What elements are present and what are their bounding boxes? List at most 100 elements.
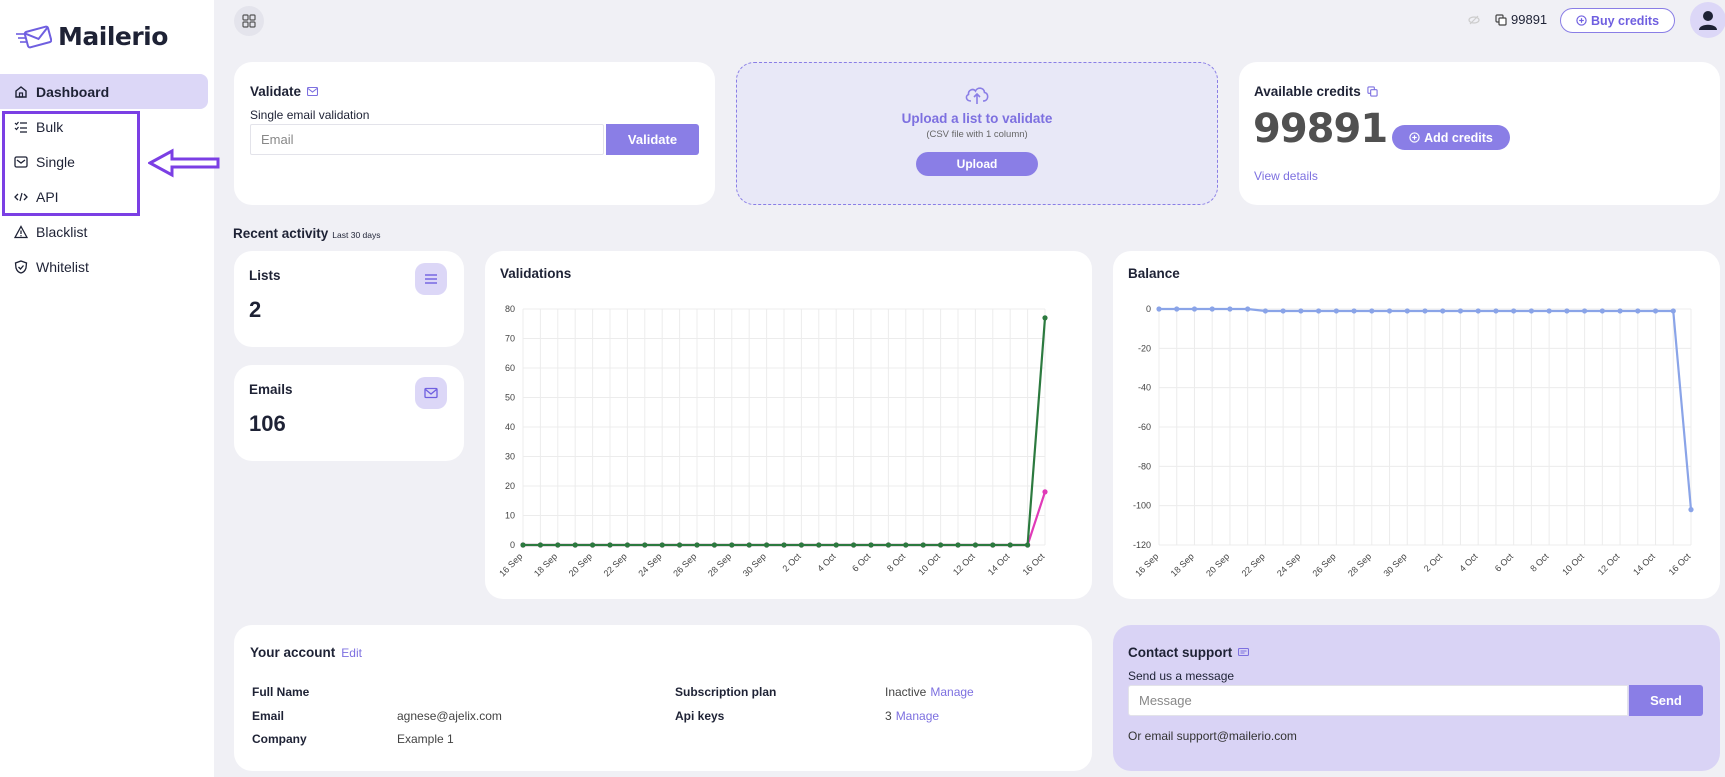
home-icon bbox=[14, 85, 28, 99]
account-title: Your account Edit bbox=[250, 645, 362, 660]
data-point bbox=[537, 542, 543, 548]
data-point bbox=[520, 542, 526, 548]
data-point bbox=[1475, 308, 1481, 314]
data-point bbox=[555, 542, 561, 548]
emails-icon-badge bbox=[415, 377, 447, 409]
data-point bbox=[1227, 306, 1233, 312]
emails-value: 106 bbox=[249, 411, 286, 436]
envelope-icon bbox=[424, 387, 438, 399]
balance-chart-title: Balance bbox=[1128, 266, 1180, 281]
chat-icon bbox=[1238, 647, 1250, 656]
validate-subtitle: Single email validation bbox=[250, 108, 370, 122]
data-point bbox=[1245, 306, 1251, 312]
data-point bbox=[590, 542, 596, 548]
data-point bbox=[1635, 308, 1641, 314]
x-tick-label: 14 Oct bbox=[1631, 551, 1657, 577]
plan-manage-link[interactable]: Manage bbox=[930, 685, 974, 699]
logo[interactable]: Mailerio bbox=[14, 22, 168, 51]
buy-credits-button[interactable]: Buy credits bbox=[1560, 8, 1675, 33]
emails-label: Emails bbox=[249, 382, 293, 397]
x-tick-label: 2 Oct bbox=[1422, 551, 1445, 574]
x-tick-label: 30 Sep bbox=[741, 551, 768, 578]
y-tick-label: -100 bbox=[1133, 501, 1151, 511]
add-credits-button[interactable]: Add credits bbox=[1392, 125, 1510, 150]
x-tick-label: 30 Sep bbox=[1381, 551, 1408, 578]
data-point bbox=[816, 542, 822, 548]
upload-button[interactable]: Upload bbox=[916, 152, 1038, 176]
warning-icon bbox=[14, 224, 28, 239]
avatar[interactable] bbox=[1690, 2, 1725, 38]
data-point bbox=[833, 542, 839, 548]
x-tick-label: 16 Sep bbox=[497, 551, 524, 578]
y-tick-label: 0 bbox=[510, 540, 515, 550]
data-point bbox=[1617, 308, 1623, 314]
y-tick-label: 80 bbox=[505, 304, 515, 314]
data-point bbox=[868, 542, 874, 548]
data-point bbox=[572, 542, 578, 548]
support-email-text: Or email support@mailerio.com bbox=[1128, 729, 1297, 743]
account-edit-link[interactable]: Edit bbox=[341, 645, 362, 660]
message-input[interactable] bbox=[1128, 685, 1628, 716]
data-point bbox=[1156, 306, 1162, 312]
buy-credits-label: Buy credits bbox=[1590, 13, 1660, 28]
lists-value: 2 bbox=[249, 297, 262, 322]
data-point bbox=[1528, 308, 1534, 314]
support-subtitle: Send us a message bbox=[1128, 669, 1235, 683]
sidebar-item-bulk[interactable]: Bulk bbox=[0, 109, 208, 144]
emails-stat-card: Emails 106 bbox=[234, 365, 464, 461]
apps-grid-button[interactable] bbox=[234, 6, 264, 36]
eye-off-icon[interactable] bbox=[1468, 14, 1480, 26]
data-point bbox=[1422, 308, 1428, 314]
x-tick-label: 24 Sep bbox=[636, 551, 663, 578]
sidebar-item-blacklist[interactable]: Blacklist bbox=[0, 214, 208, 249]
sidebar-item-whitelist[interactable]: Whitelist bbox=[0, 249, 208, 284]
x-tick-label: 22 Sep bbox=[1240, 551, 1267, 578]
y-tick-label: -120 bbox=[1133, 540, 1151, 550]
email-input[interactable] bbox=[250, 124, 604, 155]
data-point bbox=[624, 542, 630, 548]
data-point bbox=[885, 542, 891, 548]
data-point bbox=[1457, 308, 1464, 314]
data-point bbox=[851, 542, 857, 548]
x-tick-label: 10 Oct bbox=[1560, 551, 1586, 577]
data-point bbox=[1351, 308, 1357, 314]
x-tick-label: 6 Oct bbox=[850, 551, 873, 574]
y-tick-label: 70 bbox=[505, 334, 515, 344]
mail-icon bbox=[307, 87, 319, 96]
data-point bbox=[677, 542, 683, 548]
x-tick-label: 16 Oct bbox=[1667, 551, 1693, 577]
x-tick-label: 18 Sep bbox=[1169, 551, 1196, 578]
x-tick-label: 28 Sep bbox=[1346, 551, 1373, 578]
data-point bbox=[798, 542, 804, 548]
data-point bbox=[607, 542, 613, 548]
credits-value: 99891 bbox=[1253, 106, 1388, 152]
y-tick-label: 20 bbox=[505, 481, 515, 491]
upload-dropzone[interactable]: Upload a list to validate (CSV file with… bbox=[736, 62, 1218, 205]
view-details-link[interactable]: View details bbox=[1254, 169, 1318, 183]
sidebar-item-api[interactable]: API bbox=[0, 179, 208, 214]
y-tick-label: 10 bbox=[505, 511, 515, 521]
menu-lines-icon bbox=[425, 274, 437, 284]
send-button[interactable]: Send bbox=[1629, 685, 1703, 716]
data-point bbox=[781, 542, 787, 548]
y-tick-label: 50 bbox=[505, 393, 515, 403]
upload-title: Upload a list to validate bbox=[901, 111, 1053, 126]
support-title: Contact support bbox=[1128, 645, 1250, 660]
validations-chart-card: Validations 0 10 20 30 40 50 60 70 80 16 Sep 18 Se… bbox=[485, 251, 1092, 599]
data-point bbox=[659, 542, 665, 548]
data-point bbox=[1511, 308, 1517, 314]
y-tick-label: -20 bbox=[1138, 343, 1151, 353]
user-icon bbox=[1699, 11, 1717, 30]
data-point bbox=[1174, 306, 1180, 312]
api-manage-link[interactable]: Manage bbox=[895, 709, 940, 723]
sidebar-item-label: Bulk bbox=[36, 118, 64, 135]
data-point bbox=[1191, 306, 1198, 312]
sidebar-item-single[interactable]: Single bbox=[0, 144, 208, 179]
sidebar-item-dashboard[interactable]: Dashboard bbox=[0, 74, 208, 109]
data-point bbox=[1546, 308, 1552, 314]
data-point bbox=[1440, 308, 1446, 314]
x-tick-label: 8 Oct bbox=[1528, 551, 1551, 574]
data-point bbox=[694, 542, 700, 548]
validate-button[interactable]: Validate bbox=[606, 124, 699, 155]
